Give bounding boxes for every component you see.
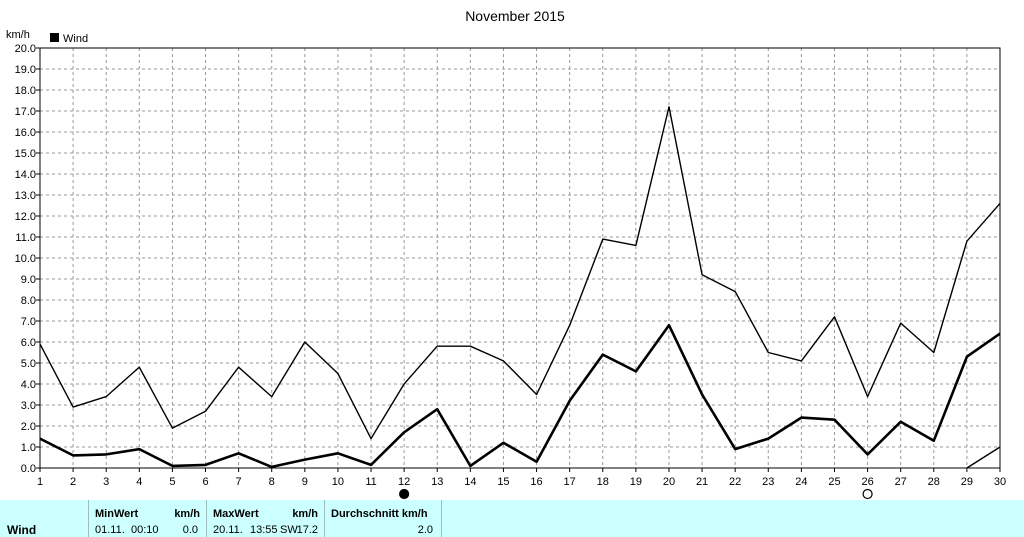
- x-tick-label: 19: [630, 476, 642, 488]
- series-line-3: [966, 446, 1001, 469]
- x-tick-label: 30: [994, 476, 1006, 488]
- y-tick-label: 0.0: [21, 463, 36, 475]
- x-tick-label: 14: [464, 476, 476, 488]
- x-tick-label: 17: [564, 476, 576, 488]
- min-header: MinWert: [95, 508, 139, 520]
- x-tick-label: 24: [795, 476, 807, 488]
- x-tick-label: 9: [302, 476, 308, 488]
- y-tick-label: 18.0: [15, 85, 36, 97]
- new-moon-icon: [399, 488, 410, 500]
- summary-row-label: Wind: [7, 523, 37, 537]
- moon-phase-markers: [399, 488, 873, 500]
- full-moon-icon: [862, 488, 873, 500]
- x-tick-label: 12: [398, 476, 410, 488]
- min-date: 01.11.: [95, 524, 125, 536]
- x-tick-label: 1: [37, 476, 43, 488]
- x-tick-label: 10: [332, 476, 344, 488]
- x-tick-label: 27: [895, 476, 907, 488]
- max-time: 13:55: [250, 524, 278, 536]
- x-tick-label: 21: [696, 476, 708, 488]
- y-tick-label: 7.0: [21, 316, 36, 328]
- x-tick-label: 11: [365, 476, 376, 488]
- max-unit: km/h: [292, 508, 318, 520]
- avg-header: Durchschnitt km/h: [331, 508, 428, 520]
- summary-bar: Wind MinWert km/h 01.11. 00:10 0.0 MaxWe…: [0, 500, 1024, 537]
- x-tick-label: 13: [431, 476, 443, 488]
- y-tick-label: 2.0: [21, 421, 36, 433]
- y-tick-label: 16.0: [15, 127, 36, 139]
- avg-cell: Durchschnitt km/h 2.0: [324, 500, 442, 537]
- min-value: 0.0: [182, 524, 198, 536]
- x-tick-label: 3: [103, 476, 109, 488]
- chart-lines: [39, 106, 1001, 469]
- x-tick-label: 6: [202, 476, 208, 488]
- y-tick-label: 9.0: [21, 274, 36, 286]
- min-cell: MinWert km/h 01.11. 00:10 0.0: [88, 500, 206, 537]
- x-tick-label: 2: [70, 476, 76, 488]
- y-tick-label: 4.0: [21, 379, 36, 391]
- avg-value: 2.0: [417, 524, 433, 536]
- x-tick-label: 15: [497, 476, 509, 488]
- x-tick-label: 7: [236, 476, 242, 488]
- y-tick-label: 8.0: [21, 295, 36, 307]
- x-tick-label: 29: [961, 476, 973, 488]
- min-time: 00:10: [131, 524, 159, 536]
- y-tick-label: 17.0: [15, 106, 36, 118]
- y-tick-label: 14.0: [15, 169, 36, 181]
- x-tick-label: 4: [136, 476, 142, 488]
- chart-title: November 2015: [465, 8, 565, 24]
- x-tick-label: 28: [928, 476, 940, 488]
- series-line-1: [39, 106, 1001, 440]
- max-value: 17.2: [296, 524, 318, 536]
- y-axis-label: km/h: [6, 29, 30, 41]
- x-tick-label: 18: [597, 476, 609, 488]
- y-tick-label: 11.0: [15, 232, 36, 244]
- series-line-2: [39, 323, 1001, 469]
- y-tick-label: 1.0: [21, 442, 36, 454]
- x-tick-label: 8: [269, 476, 275, 488]
- y-tick-label: 12.0: [15, 211, 36, 223]
- y-tick-label: 3.0: [21, 400, 36, 412]
- plot-frame: [39, 47, 1001, 469]
- x-tick-label: 25: [828, 476, 840, 488]
- legend-swatch: [50, 33, 59, 42]
- y-tick-label: 5.0: [21, 358, 36, 370]
- x-tick-label: 16: [530, 476, 542, 488]
- y-tick-label: 10.0: [15, 253, 36, 265]
- y-tick-label: 19.0: [15, 64, 36, 76]
- legend-label: Wind: [63, 33, 88, 45]
- wind-chart: November 2015 km/h Wind 0.0 1.0 2.0 3.0 4.0 5…: [6, 8, 1006, 500]
- chart-grid: [36, 47, 1001, 472]
- min-unit: km/h: [174, 508, 200, 520]
- x-tick-label: 20: [663, 476, 675, 488]
- max-cell: MaxWert km/h 20.11. 13:55 SW 17.2: [206, 500, 324, 537]
- y-tick-label: 6.0: [21, 337, 36, 349]
- max-header: MaxWert: [213, 508, 259, 520]
- max-date: 20.11.: [213, 524, 243, 536]
- x-tick-labels: 1 2 3 4 5 6 7 8 9 10 11 12 13 14 15 16 17 18 19 20 21 22 23 24 2…: [37, 476, 1006, 488]
- x-tick-label: 26: [861, 476, 873, 488]
- y-tick-label: 15.0: [15, 148, 36, 160]
- y-tick-labels: 0.0 1.0 2.0 3.0 4.0 5.0 6.0 7.0 8.0 9.0 10.0 11.0 12…: [15, 43, 36, 475]
- x-tick-label: 5: [169, 476, 175, 488]
- y-tick-label: 13.0: [15, 190, 36, 202]
- max-direction: SW: [280, 524, 298, 536]
- y-tick-label: 20.0: [15, 43, 36, 55]
- x-tick-label: 23: [762, 476, 774, 488]
- x-tick-label: 22: [729, 476, 741, 488]
